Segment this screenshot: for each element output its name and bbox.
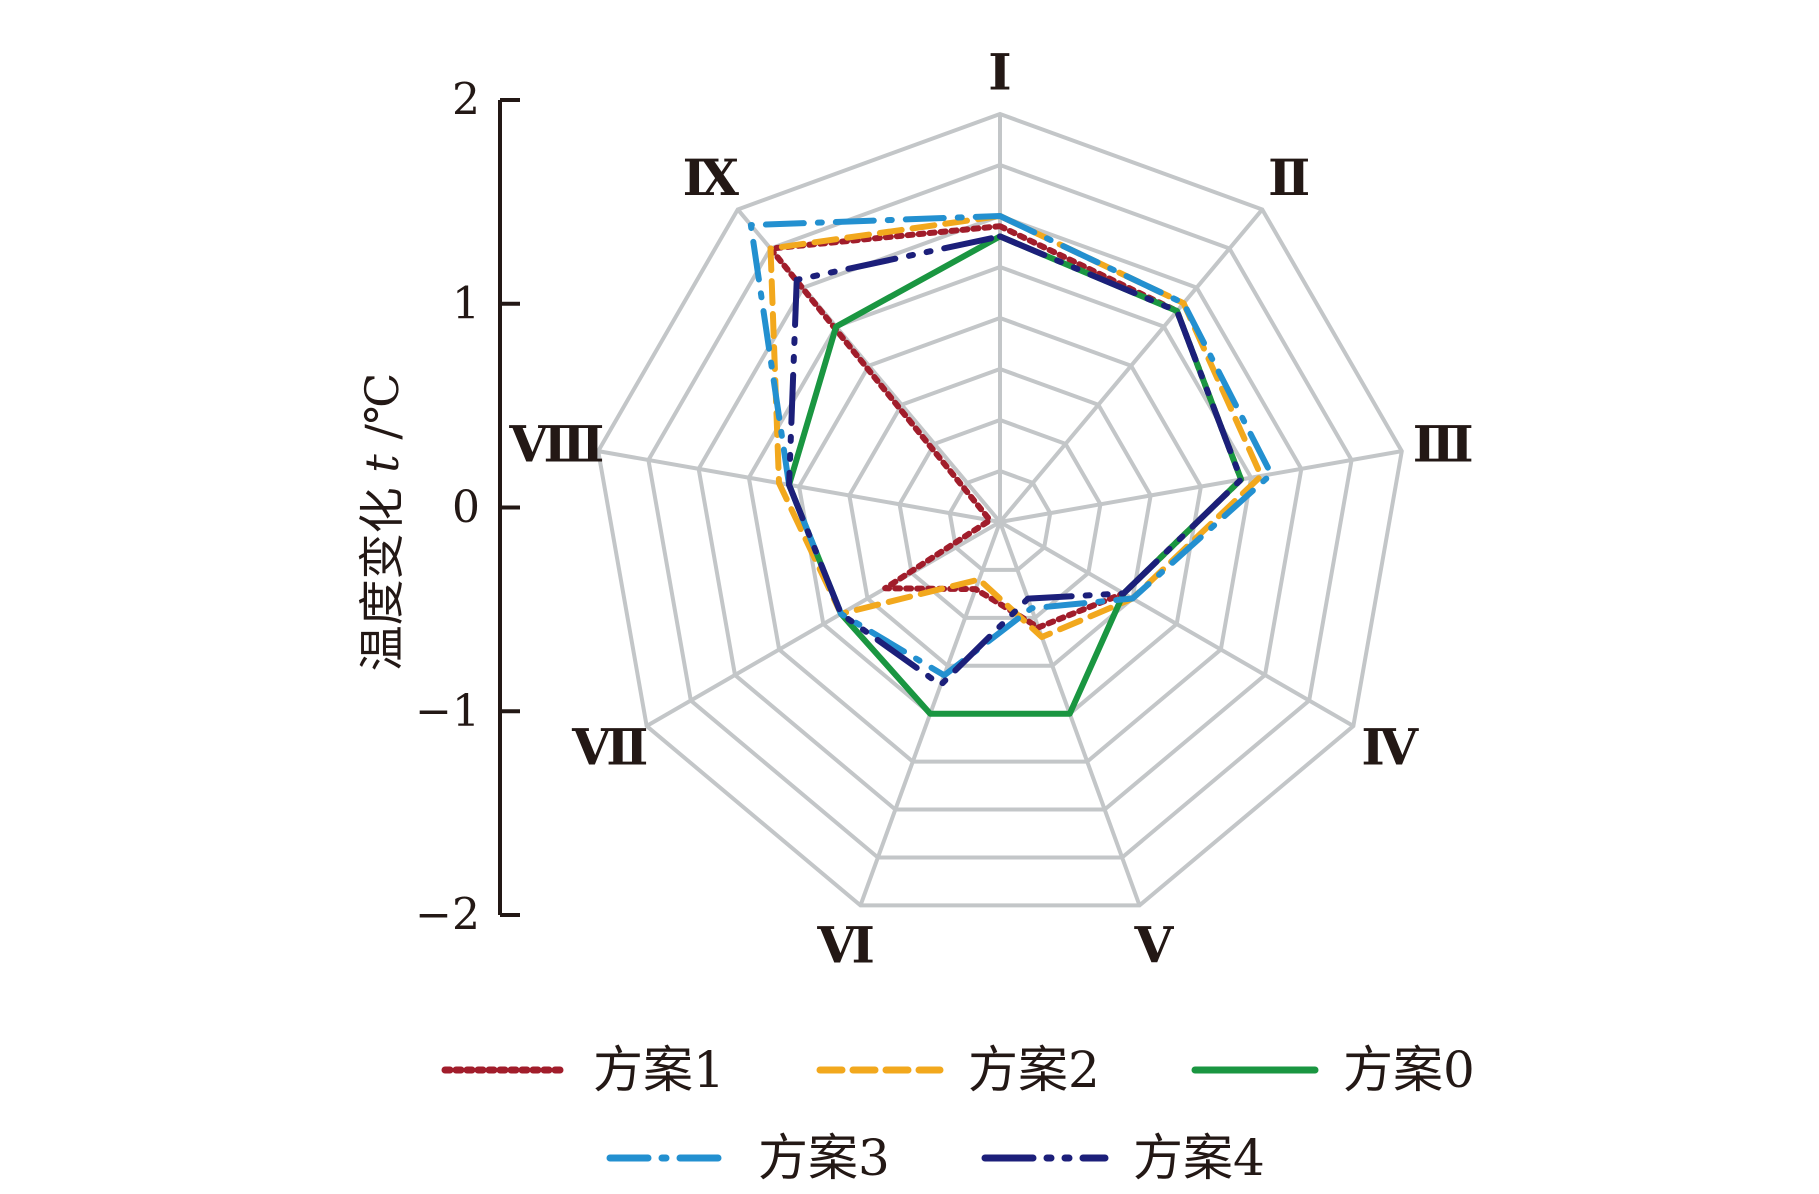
grid-spoke-4	[999, 520, 1355, 728]
legend-label-2: 方案2	[968, 1041, 1100, 1099]
y-tick-label-1: 1	[452, 278, 480, 329]
grid-spoke-7	[645, 520, 1001, 728]
grid-ring-2	[897, 417, 1103, 620]
y-tick-label-2: 0	[452, 482, 480, 533]
legend-label-1: 方案1	[593, 1041, 725, 1099]
grid-spoke-8	[597, 449, 1001, 524]
y-axis-title-unit: /℃	[355, 373, 409, 455]
radar-grid	[596, 111, 1404, 908]
y-tick-label-0: 2	[452, 75, 480, 126]
grid-spoke-2	[998, 208, 1264, 524]
legend: 方案1 方案2 方案0 方案3 方案4	[441, 1041, 1475, 1187]
series-line-5	[786, 233, 1245, 688]
y-axis-title-main: 温度变化	[355, 473, 409, 672]
category-label-9: Ⅸ	[683, 148, 740, 207]
series-group	[747, 213, 1275, 717]
grid-ring-3	[847, 366, 1153, 668]
series-line-2	[767, 213, 1265, 641]
grid-spoke-3	[999, 449, 1403, 524]
series-line-1	[767, 223, 1245, 631]
grid-ring-8	[596, 111, 1404, 908]
category-label-7: Ⅶ	[571, 718, 648, 777]
y-axis: 2 1 0 −1 −2 温度变化 t /℃	[355, 75, 520, 941]
legend-label-4: 方案3	[758, 1129, 890, 1187]
grid-ring-7	[646, 162, 1354, 860]
category-labels: Ⅰ Ⅱ Ⅲ Ⅳ Ⅴ Ⅵ Ⅶ Ⅷ Ⅸ	[508, 43, 1473, 975]
category-label-6: Ⅵ	[816, 915, 875, 974]
y-axis-title-symbol: t	[355, 454, 409, 473]
category-label-8: Ⅷ	[508, 414, 604, 473]
category-label-1: Ⅰ	[988, 43, 1011, 102]
category-label-4: Ⅳ	[1361, 718, 1419, 777]
y-axis-title: 温度变化 t /℃	[355, 373, 409, 672]
category-label-3: Ⅲ	[1413, 414, 1474, 473]
category-label-2: Ⅱ	[1268, 148, 1310, 207]
grid-ring-6	[696, 213, 1304, 812]
grid-ring-1	[947, 468, 1053, 572]
y-tick-label-4: −2	[415, 890, 480, 941]
legend-label-5: 方案4	[1133, 1129, 1265, 1187]
category-label-5: Ⅴ	[1134, 915, 1175, 974]
legend-label-3: 方案0	[1343, 1041, 1475, 1099]
y-tick-label-3: −1	[415, 686, 480, 737]
